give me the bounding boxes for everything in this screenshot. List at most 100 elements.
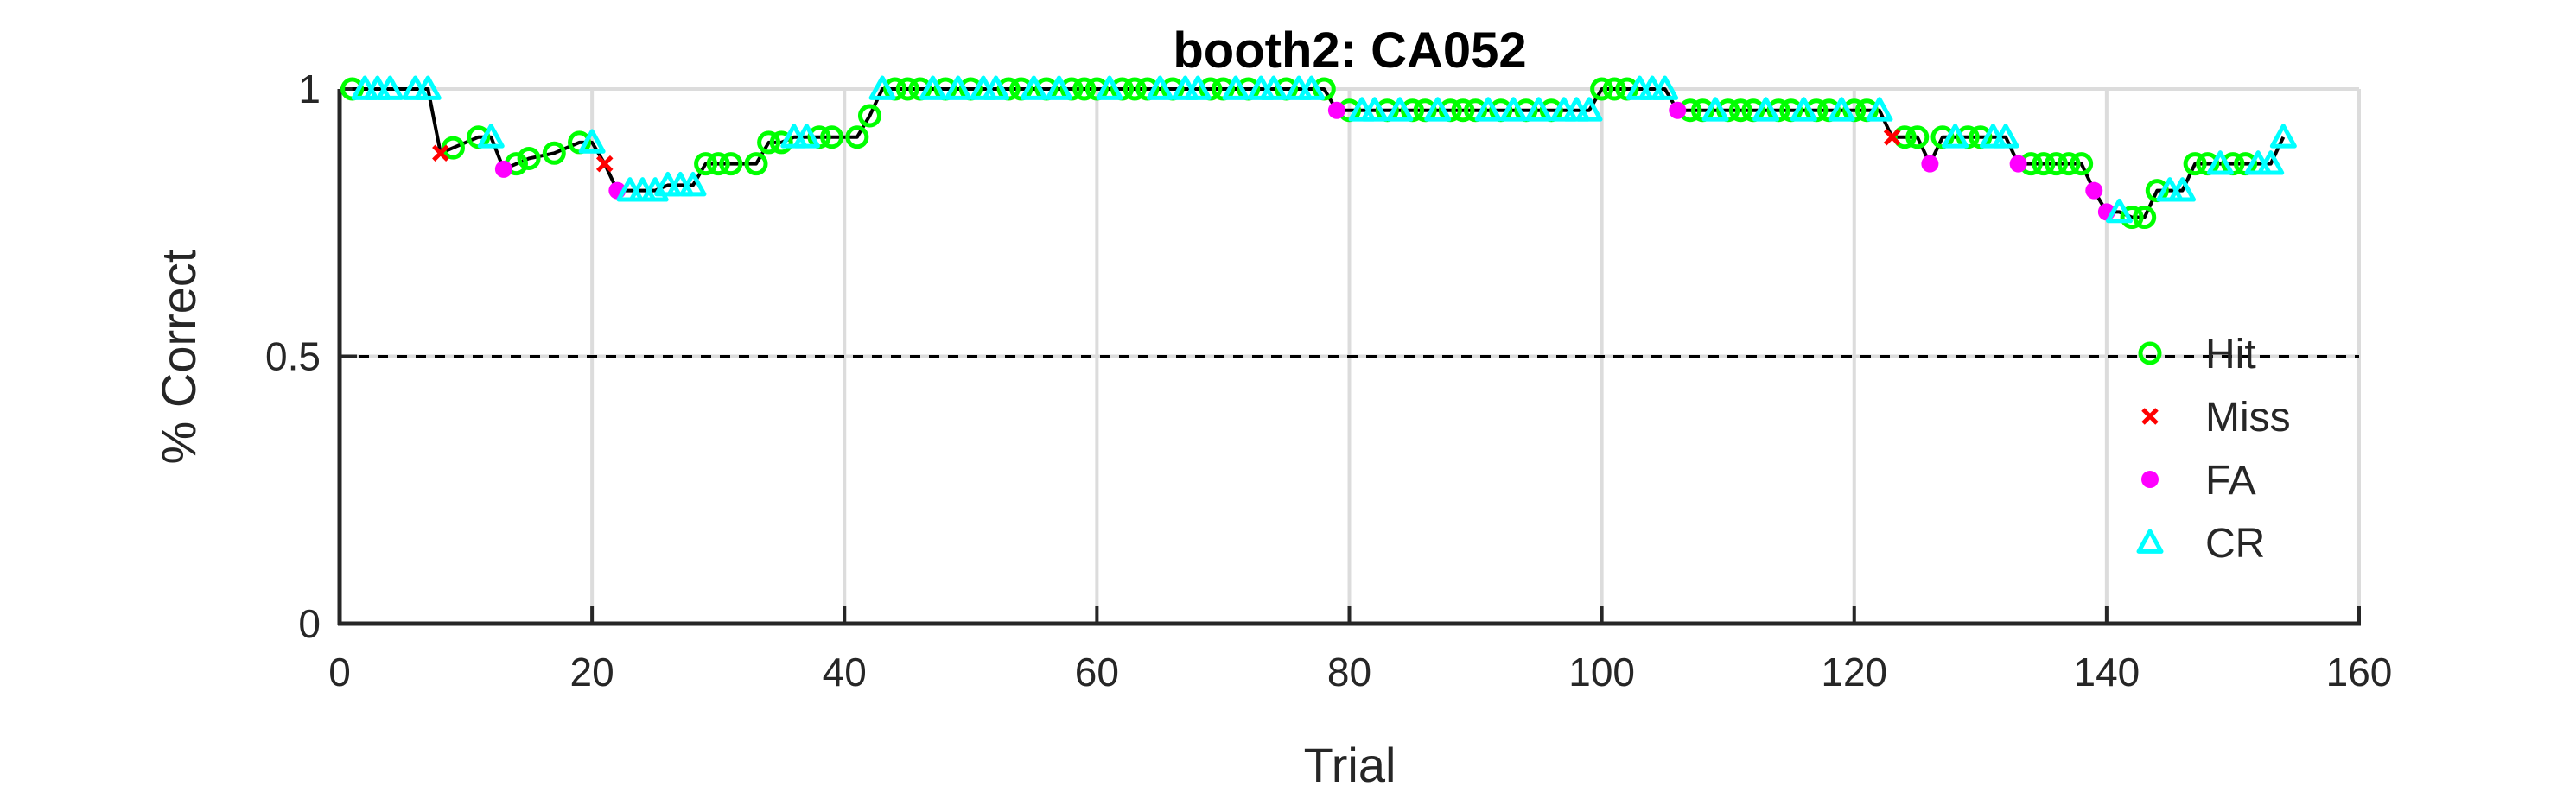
data-point-hit <box>757 130 781 155</box>
data-point-fa <box>1921 155 1939 173</box>
data-point-cr <box>2206 150 2234 175</box>
data-point-hit <box>1451 98 1475 123</box>
data-point-cr <box>1361 97 1389 122</box>
data-point-cr <box>1752 97 1780 122</box>
data-point-miss <box>595 155 614 173</box>
legend-label-hit: Hit <box>2205 332 2256 377</box>
data-point-hit <box>2133 206 2157 230</box>
data-point-cr <box>919 75 946 100</box>
data-point-hit <box>542 141 566 165</box>
legend: Hit Miss FA CR <box>2136 332 2291 567</box>
data-point-cr <box>1096 75 1123 100</box>
data-point-hit <box>744 152 768 176</box>
data-point-cr <box>1146 75 1174 100</box>
data-point-cr <box>1701 97 1729 122</box>
data-point-cr <box>1942 124 1969 149</box>
legend-marker-cr <box>2136 529 2164 554</box>
data-point-hit <box>2057 152 2081 176</box>
data-point-cr <box>945 75 972 100</box>
x-tick-label: 0 <box>328 650 351 694</box>
data-point-cr <box>414 75 442 100</box>
data-point-cr <box>578 129 606 154</box>
data-point-cr <box>868 75 896 100</box>
x-tick-label: 20 <box>570 650 614 694</box>
data-point-cr <box>1020 75 1047 100</box>
data-point-cr <box>1260 75 1288 100</box>
data-point-miss <box>1883 128 1901 146</box>
data-point-cr <box>1298 75 1326 100</box>
data-point-hit <box>1728 98 1752 123</box>
data-point-cr <box>679 171 707 197</box>
data-point-cr <box>1424 97 1452 122</box>
data-point-cr <box>983 75 1010 100</box>
x-tick-label: 100 <box>1568 650 1635 694</box>
x-tick-label: 140 <box>2074 650 2140 694</box>
data-point-cr <box>2269 124 2297 149</box>
data-point-hit <box>2183 152 2207 176</box>
data-point-cr <box>1474 97 1502 122</box>
data-point-hit <box>1590 77 1614 101</box>
tick-labels: 0 20 40 60 80 100 120 140 160 0 0.5 1 <box>265 67 2392 694</box>
data-point-cr <box>1790 97 1817 122</box>
data-point-cr <box>477 124 505 149</box>
legend-label-miss: Miss <box>2205 395 2291 441</box>
data-point-cr <box>1222 75 1250 100</box>
data-point-hit <box>769 130 793 155</box>
data-point-cr <box>376 75 404 100</box>
data-point-hit <box>694 152 718 176</box>
data-point-hit <box>1905 125 1930 149</box>
legend-label-fa: FA <box>2205 458 2256 504</box>
trial-markers <box>340 75 2297 230</box>
data-point-cr <box>1386 97 1414 122</box>
y-tick-label: 0.5 <box>265 334 321 379</box>
data-point-hit <box>845 125 869 149</box>
data-point-hit <box>706 152 730 176</box>
data-point-miss <box>432 144 449 162</box>
data-point-hit <box>2120 206 2144 230</box>
data-point-hit <box>895 77 919 101</box>
chart-title: booth2: CA052 <box>1173 22 1526 79</box>
data-point-hit <box>2032 152 2056 176</box>
x-tick-label: 60 <box>1075 650 1119 694</box>
data-point-hit <box>1892 125 1917 149</box>
data-point-hit <box>2044 152 2068 176</box>
data-point-hit <box>1072 77 1097 101</box>
data-point-hit <box>1602 77 1626 101</box>
data-point-cr <box>1499 97 1527 122</box>
data-point-fa <box>1669 101 1687 119</box>
data-point-hit <box>517 146 541 170</box>
data-point-cr <box>1575 97 1603 122</box>
data-point-hit <box>1123 77 1147 101</box>
x-tick-label: 160 <box>2326 650 2393 694</box>
data-point-hit <box>857 104 881 128</box>
data-point-cr <box>1828 97 1855 122</box>
legend-marker-miss <box>2141 408 2159 425</box>
data-point-fa <box>1327 101 1345 119</box>
data-point-cr <box>1992 124 2019 149</box>
data-point-cr <box>1866 97 1893 122</box>
legend-marker-fa <box>2141 471 2159 488</box>
data-point-fa <box>494 160 512 178</box>
x-axis-label: Trial <box>1304 738 1396 792</box>
data-point-hit <box>719 152 743 176</box>
x-tick-label: 80 <box>1327 650 1371 694</box>
data-point-cr <box>2257 150 2285 175</box>
data-point-cr <box>2105 198 2133 224</box>
y-axis-label: % Correct <box>151 249 206 464</box>
x-tick-label: 120 <box>1821 650 1887 694</box>
y-tick-label: 1 <box>298 67 321 111</box>
data-point-fa <box>2009 155 2027 173</box>
legend-label-cr: CR <box>2205 521 2265 567</box>
data-point-cr <box>1525 97 1553 122</box>
data-point-cr <box>1046 75 1073 100</box>
x-tick-label: 40 <box>823 650 867 694</box>
data-point-hit <box>2070 152 2094 176</box>
data-point-cr <box>1651 75 1679 100</box>
data-point-cr <box>2169 177 2197 202</box>
legend-marker-hit <box>2138 341 2162 365</box>
data-point-fa <box>2085 181 2103 200</box>
y-tick-label: 0 <box>298 601 321 646</box>
data-point-cr <box>1184 75 1212 100</box>
data-point-cr <box>792 124 820 149</box>
